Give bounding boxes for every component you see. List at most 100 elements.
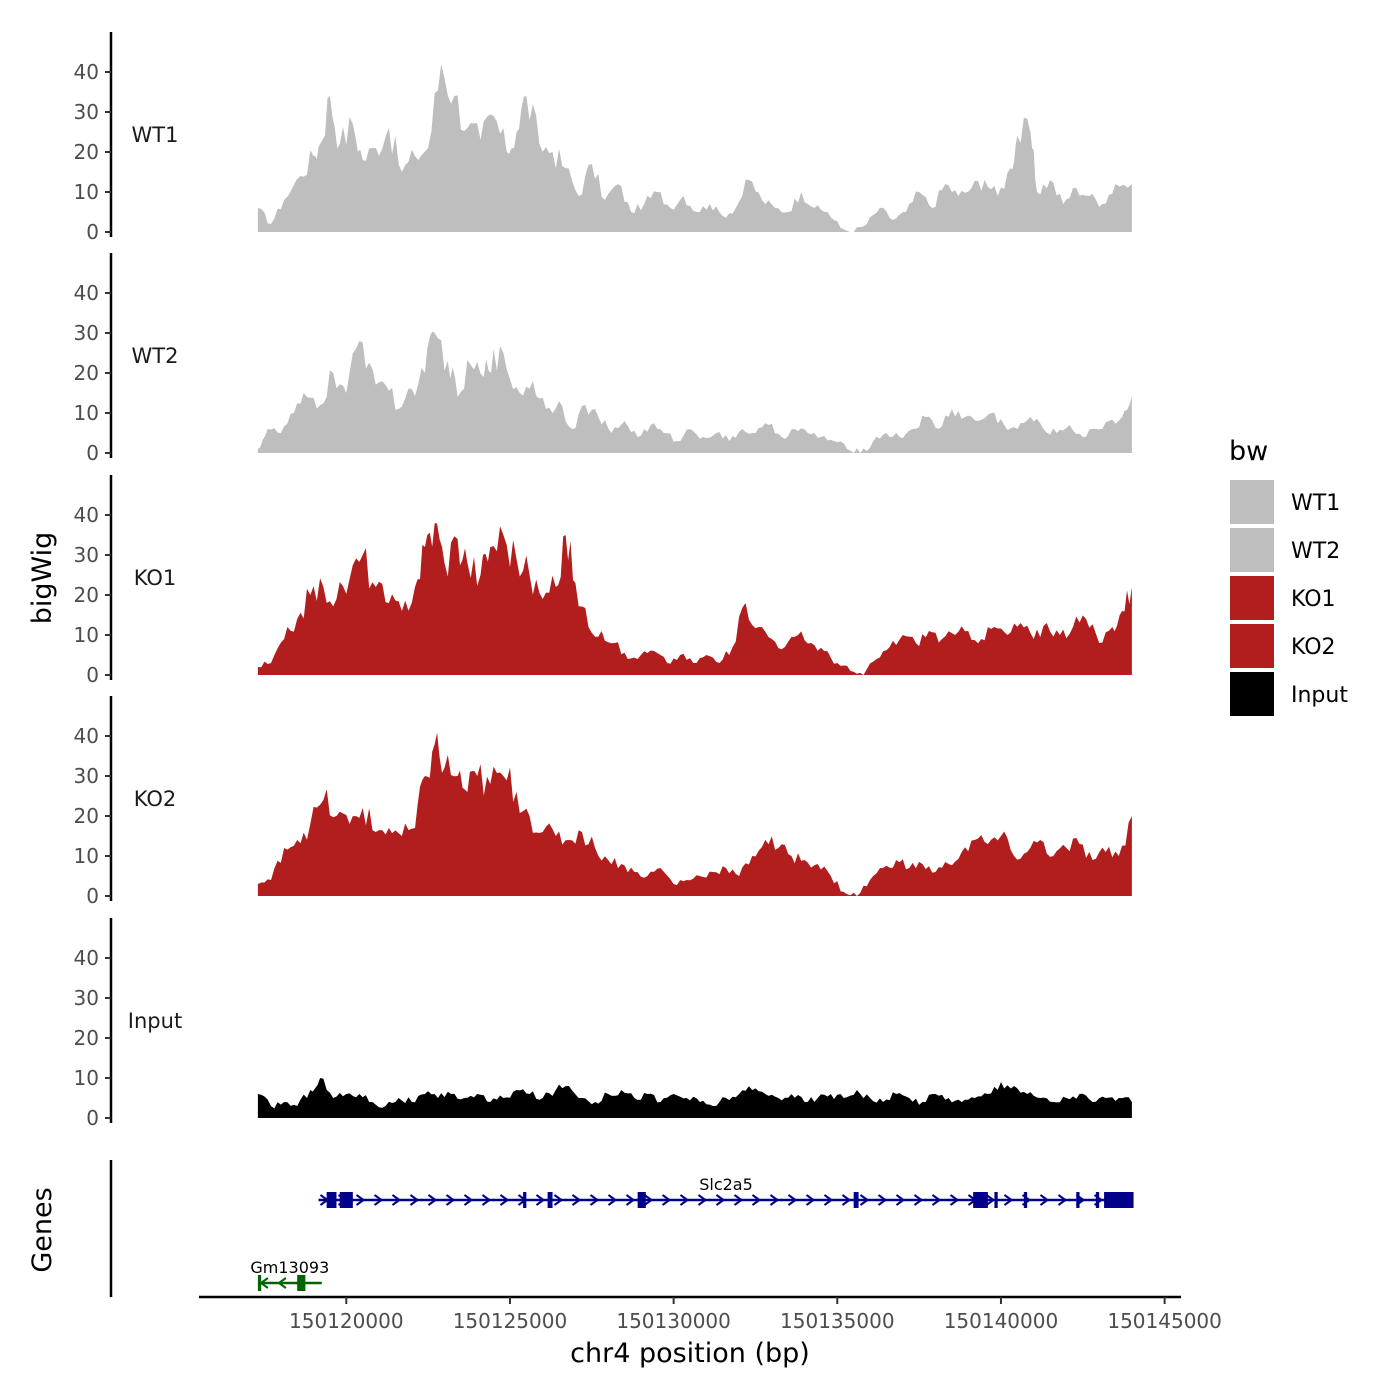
legend-swatch-input: [1230, 672, 1274, 716]
strand-arrow: [661, 1194, 672, 1206]
exon: [297, 1275, 306, 1291]
strand-arrow: [571, 1194, 582, 1206]
y-tick-label: 20: [74, 140, 99, 164]
y-tick-label: 10: [74, 401, 99, 425]
y-tick-label: 10: [74, 180, 99, 204]
track-panel-ko2: 0 10 20 30 40 KO2: [74, 696, 1132, 908]
y-tick-label: 40: [74, 281, 99, 305]
y-tick-label: 30: [74, 100, 99, 124]
track-panel-input: 0 10 20 30 40 Input: [74, 918, 1132, 1130]
strand-arrow: [373, 1194, 384, 1206]
exon: [994, 1192, 998, 1208]
strand-arrow: [1003, 1194, 1014, 1206]
legend-label-ko1: KO1: [1291, 587, 1336, 612]
strand-arrow: [463, 1194, 474, 1206]
exon: [339, 1192, 353, 1208]
exon: [1104, 1192, 1134, 1208]
strand-arrow: [931, 1194, 942, 1206]
gene-slc2a5: Slc2a5: [318, 1175, 1134, 1208]
y-tick-label: 20: [74, 1026, 99, 1050]
strand-arrow: [277, 1277, 287, 1289]
x-tick-label: 150145000: [1107, 1309, 1222, 1333]
gene-gm13093: Gm13093: [250, 1258, 329, 1291]
strand-arrow: [499, 1194, 510, 1206]
x-axis-title: chr4 position (bp): [570, 1338, 810, 1369]
exon: [973, 1192, 988, 1208]
gene-label: Slc2a5: [699, 1175, 753, 1194]
x-tick-label: 150140000: [944, 1309, 1059, 1333]
legend-label-ko2: KO2: [1291, 635, 1336, 660]
track-panel-wt2: 0 10 20 30 40 WT2: [74, 253, 1132, 465]
y-tick-label: 20: [74, 804, 99, 828]
strand-arrow: [805, 1194, 816, 1206]
strand-arrow: [643, 1194, 654, 1206]
track-label-wt2: WT2: [132, 344, 179, 368]
y-tick-label: 40: [74, 60, 99, 84]
y-tick-label: 10: [74, 844, 99, 868]
strand-arrow: [589, 1194, 600, 1206]
exon: [257, 1275, 262, 1291]
x-tick-label: 150120000: [289, 1309, 404, 1333]
legend-label-wt2: WT2: [1291, 539, 1340, 564]
legend: bw WT1 WT2 KO1 KO2 Input: [1229, 436, 1348, 716]
coverage-area-wt1: [257, 64, 1132, 232]
coverage-area-ko1: [257, 523, 1132, 675]
exon: [1023, 1192, 1028, 1208]
y-tick-label: 40: [74, 946, 99, 970]
strand-arrow: [895, 1194, 906, 1206]
y-tick-label: 30: [74, 321, 99, 345]
x-tick-label: 150135000: [780, 1309, 895, 1333]
strand-arrow: [553, 1194, 564, 1206]
exon: [853, 1192, 859, 1208]
gene-label: Gm13093: [250, 1258, 329, 1277]
track-label-wt1: WT1: [132, 123, 179, 147]
strand-arrow: [733, 1194, 744, 1206]
track-panel-ko1: 0 10 20 30 40 KO1: [74, 475, 1132, 687]
strand-arrow: [697, 1194, 708, 1206]
y-tick-label: 10: [74, 1066, 99, 1090]
exon: [1076, 1192, 1080, 1208]
strand-arrow: [1039, 1194, 1050, 1206]
x-tick-label: 150130000: [616, 1309, 731, 1333]
track-label-ko2: KO2: [134, 787, 177, 811]
legend-swatch-ko2: [1230, 624, 1274, 668]
strand-arrow: [985, 1194, 996, 1206]
y-tick-label: 0: [86, 441, 99, 465]
y-tick-label: 40: [74, 503, 99, 527]
strand-arrow: [355, 1194, 366, 1206]
y-tick-label: 20: [74, 361, 99, 385]
strand-arrow: [607, 1194, 618, 1206]
strand-arrow: [445, 1194, 456, 1206]
y-tick-label: 30: [74, 764, 99, 788]
gene-track: Genes Slc2a5 Gm13093: [27, 1160, 1134, 1297]
y-tick-label: 0: [86, 884, 99, 908]
exon: [326, 1192, 337, 1208]
strand-arrow: [1057, 1194, 1068, 1206]
strand-arrow: [715, 1194, 726, 1206]
exon: [1095, 1192, 1100, 1208]
exon: [523, 1192, 527, 1208]
strand-arrow: [679, 1194, 690, 1206]
legend-swatch-wt2: [1230, 528, 1274, 572]
track-label-ko1: KO1: [134, 566, 177, 590]
y-tick-label: 40: [74, 724, 99, 748]
y-tick-label: 10: [74, 623, 99, 647]
legend-swatch-wt1: [1230, 480, 1274, 524]
y-tick-label: 30: [74, 986, 99, 1010]
strand-arrow: [481, 1194, 492, 1206]
coverage-area-input: [257, 1078, 1132, 1118]
strand-arrow: [769, 1194, 780, 1206]
strand-arrow: [409, 1194, 420, 1206]
strand-arrow: [841, 1194, 852, 1206]
strand-arrow: [391, 1194, 402, 1206]
track-label-input: Input: [128, 1009, 182, 1033]
y-tick-label: 30: [74, 543, 99, 567]
strand-arrow: [625, 1194, 636, 1206]
y-tick-label: 0: [86, 1106, 99, 1130]
legend-swatch-ko1: [1230, 576, 1274, 620]
strand-arrow: [751, 1194, 762, 1206]
legend-label-input: Input: [1291, 683, 1348, 708]
exon: [547, 1192, 553, 1208]
strand-arrow: [877, 1194, 888, 1206]
